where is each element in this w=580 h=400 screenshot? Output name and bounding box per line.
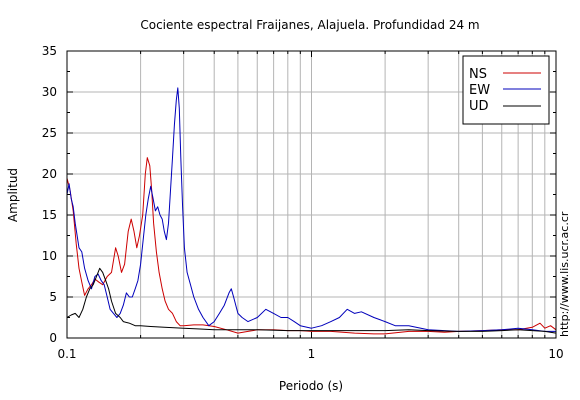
legend-label-ew: EW <box>469 83 490 98</box>
x-tick-label: 0.1 <box>57 347 76 361</box>
legend-label-ns: NS <box>469 67 487 82</box>
axis-ticks: 0 5 10 15 20 25 30 35 0.1 1 10 <box>42 44 564 361</box>
y-tick-label: 20 <box>42 167 57 181</box>
y-tick-label: 5 <box>49 290 57 304</box>
y-tick-label: 15 <box>42 208 57 222</box>
y-axis-title: Amplitud <box>6 168 20 222</box>
legend: NS EW UD <box>462 55 550 125</box>
legend-box <box>462 55 550 125</box>
y-tick-label: 35 <box>42 44 57 58</box>
series-lines <box>66 87 557 335</box>
series-line-ud <box>66 267 557 334</box>
y-tick-label: 10 <box>42 249 57 263</box>
series-line-ew <box>66 87 556 332</box>
chart-title: Cociente espectral Fraijanes, Alajuela. … <box>140 18 479 32</box>
y-tick-label: 0 <box>49 331 57 345</box>
series-line-ns <box>66 157 557 335</box>
x-axis-title: Periodo (s) <box>279 379 343 393</box>
legend-label-ud: UD <box>469 99 489 114</box>
x-tick-label: 1 <box>308 347 316 361</box>
y-tick-label: 30 <box>42 85 57 99</box>
source-url: http://www.lis.ucr.ac.cr <box>558 211 571 337</box>
y-tick-label: 25 <box>42 126 57 140</box>
grid-lines <box>66 50 557 339</box>
x-tick-label: 10 <box>548 347 563 361</box>
